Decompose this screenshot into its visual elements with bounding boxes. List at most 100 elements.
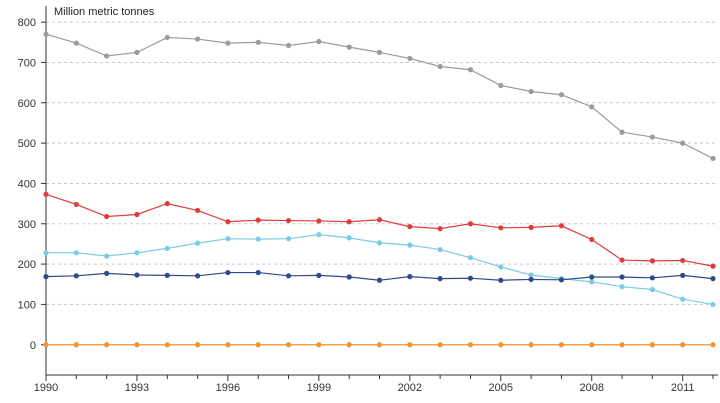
x-tick-label: 2011 [671,382,695,394]
data-point [649,342,655,348]
data-point [680,257,686,264]
data-point [498,225,504,231]
y-tick-label: 500 [18,138,36,150]
data-point [316,218,322,224]
data-point [43,191,49,197]
data-point [498,342,504,348]
data-point [134,342,140,348]
series-line [45,193,714,267]
data-point [194,207,201,214]
data-point [437,63,443,70]
x-tick-label: 1990 [34,382,58,394]
data-point [498,264,504,270]
data-point [376,342,383,348]
data-point [164,34,170,41]
data-point [649,275,655,281]
data-point [467,221,474,227]
data-point [407,55,413,62]
data-point [285,342,292,348]
data-point [558,223,565,229]
data-point [134,49,140,55]
data-point [467,67,474,73]
data-point [73,250,79,256]
y-tick-label: 300 [18,219,36,231]
data-point [589,342,595,348]
data-point [467,275,474,281]
data-point [437,226,443,232]
data-point [164,245,170,251]
data-point [164,201,170,207]
data-point [437,246,443,253]
data-point [528,276,534,283]
data-point [255,236,261,242]
data-point [194,240,201,246]
data-point [376,277,383,283]
data-point [316,342,322,348]
data-point [285,273,292,279]
data-point [680,140,686,146]
data-point [619,284,625,290]
data-point [43,274,49,280]
data-point [498,82,504,89]
data-point [680,342,686,348]
data-point [498,277,504,283]
data-point [285,236,292,242]
y-axis-ticks: 0 100 200 300 400 500 600 700 800 [18,17,46,352]
y-tick-label: 400 [18,178,36,190]
data-point [43,250,49,256]
y-tick-label: 200 [18,259,36,271]
data-point [346,44,352,50]
data-point [467,342,474,348]
data-point [255,217,261,223]
x-tick-label: 2002 [398,382,422,394]
data-point [134,250,140,256]
data-point [346,235,352,241]
y-tick-label: 600 [18,98,36,110]
series-4 [43,342,716,348]
series-group [43,31,716,348]
data-point [104,270,110,276]
data-point [376,217,383,223]
data-point [346,342,352,348]
grid-lines [46,21,718,346]
y-tick-label: 700 [18,57,36,69]
data-point [589,274,595,280]
data-point [710,263,716,269]
data-point [194,273,201,279]
data-point [255,342,261,348]
data-point [104,53,110,59]
data-point [285,42,292,49]
data-point [619,274,625,280]
data-point [104,342,110,348]
data-point [437,342,443,348]
data-point [467,255,474,261]
series-3 [43,269,716,283]
data-point [285,217,292,224]
x-tick-label: 1999 [307,382,331,394]
data-point [134,272,140,278]
data-point [589,236,595,243]
data-point [437,276,443,282]
y-axis-label: Million metric tonnes [54,6,155,18]
data-point [73,201,79,208]
data-point [649,258,655,264]
y-tick-label: 800 [18,17,36,29]
data-point [225,236,231,242]
data-point [619,129,625,135]
data-point [407,274,413,280]
data-point [316,232,322,238]
x-tick-label: 2008 [579,382,603,394]
data-point [407,223,413,230]
data-point [225,269,231,276]
data-point [194,36,201,42]
data-point [43,342,49,348]
x-tick-label: 1993 [125,382,149,394]
data-point [316,272,322,278]
x-axis-ticks: 1990 1993 1996 1999 2002 2005 2008 2011 [34,375,714,394]
data-point [376,49,383,55]
data-point [194,342,201,348]
data-point [73,342,79,348]
data-point [164,272,170,278]
data-point [407,242,413,248]
data-point [710,155,716,162]
